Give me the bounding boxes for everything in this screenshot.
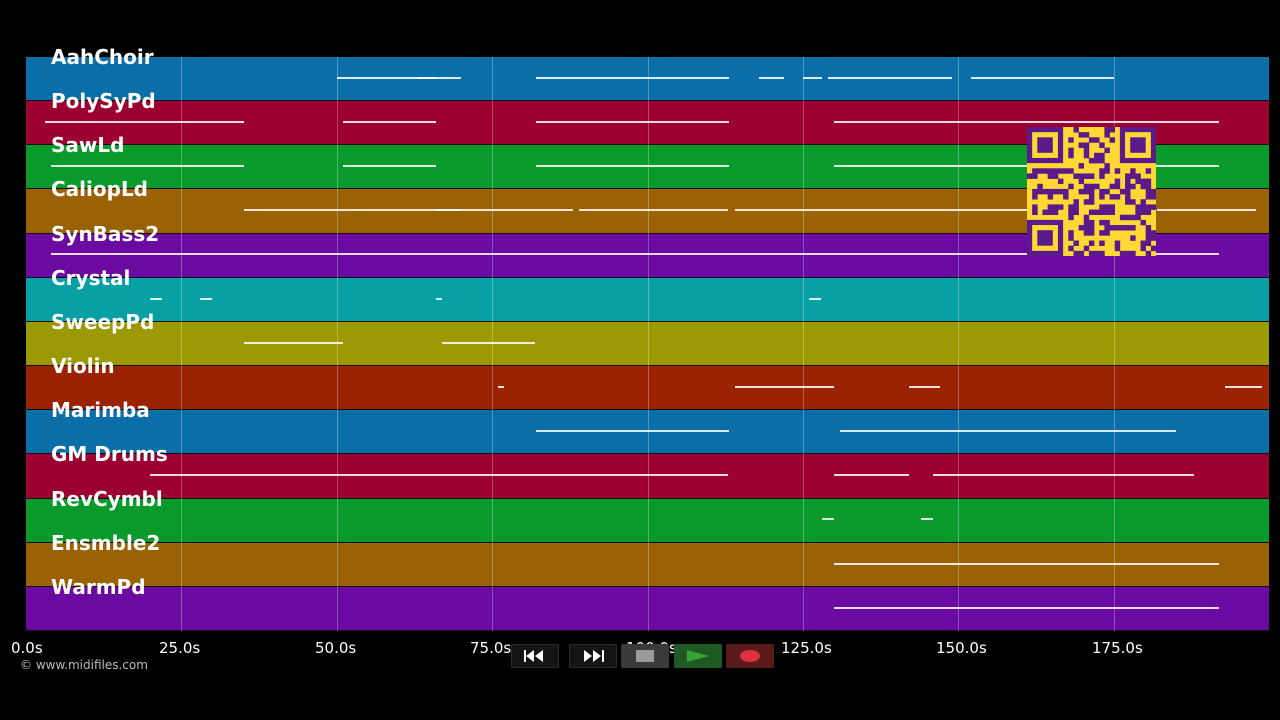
time-tick-label: 25.0s <box>159 639 201 657</box>
track-label: Violin <box>51 354 115 378</box>
track-lane <box>26 277 1269 321</box>
record-icon <box>740 650 760 662</box>
time-gridline <box>1114 57 1115 631</box>
track-label: Ensmble2 <box>51 531 161 555</box>
note-trace <box>418 77 437 79</box>
rewind-button[interactable] <box>511 644 559 668</box>
note-trace <box>1225 386 1262 388</box>
copyright-text: © www.midifiles.com <box>20 658 148 672</box>
time-tick-label: 50.0s <box>315 639 357 657</box>
note-trace <box>51 165 244 167</box>
note-trace <box>436 298 442 300</box>
track-label: Crystal <box>51 266 131 290</box>
track-lane <box>26 366 1269 410</box>
note-trace <box>971 77 1114 79</box>
time-gridline <box>803 57 804 631</box>
transport-controls <box>511 644 774 668</box>
note-trace <box>150 298 162 300</box>
note-trace <box>840 430 1176 432</box>
play-icon <box>687 650 709 662</box>
note-trace <box>921 518 933 520</box>
stop-icon <box>636 650 654 662</box>
track-label: Marimba <box>51 398 150 422</box>
note-trace <box>579 209 728 211</box>
track-label: WarmPd <box>51 575 146 599</box>
note-trace <box>1157 209 1256 211</box>
time-gridline <box>648 57 649 631</box>
fast-forward-button[interactable] <box>569 644 617 668</box>
note-trace <box>536 165 729 167</box>
note-trace <box>909 386 940 388</box>
track-label: SweepPd <box>51 310 155 334</box>
rewind-icon <box>524 650 543 662</box>
note-trace <box>834 563 1219 565</box>
note-trace <box>822 518 834 520</box>
track-label: SawLd <box>51 133 125 157</box>
note-trace <box>735 209 1033 211</box>
note-trace <box>244 342 343 344</box>
fast-forward-icon <box>584 650 604 662</box>
note-trace <box>442 342 535 344</box>
note-trace <box>343 121 436 123</box>
track-label: CaliopLd <box>51 177 149 201</box>
time-tick-label: 0.0s <box>11 639 43 657</box>
note-trace <box>933 474 1194 476</box>
note-trace <box>809 298 821 300</box>
note-trace <box>803 77 822 79</box>
note-trace <box>735 386 834 388</box>
qr-code-graphic <box>1027 127 1157 257</box>
qr-code-image <box>1027 127 1157 257</box>
track-label: PolySyPd <box>51 89 156 113</box>
note-trace <box>200 298 212 300</box>
record-button[interactable] <box>726 644 774 668</box>
note-trace <box>828 77 952 79</box>
note-trace <box>45 121 244 123</box>
note-trace <box>834 165 1219 167</box>
note-trace <box>536 430 729 432</box>
stop-button[interactable] <box>621 644 669 668</box>
note-trace <box>436 209 573 211</box>
time-gridline <box>958 57 959 631</box>
time-tick-label: 175.0s <box>1092 639 1143 657</box>
play-button[interactable] <box>674 644 722 668</box>
note-trace <box>759 77 784 79</box>
note-trace <box>343 165 436 167</box>
note-trace <box>536 77 623 79</box>
track-label: RevCymbl <box>51 487 163 511</box>
note-trace <box>536 121 729 123</box>
note-trace <box>355 209 461 211</box>
time-gridline <box>337 57 338 631</box>
track-label: SynBass2 <box>51 222 160 246</box>
track-lane <box>26 321 1269 366</box>
note-trace <box>150 474 728 476</box>
track-lane <box>26 498 1269 542</box>
time-tick-label: 75.0s <box>470 639 512 657</box>
note-trace <box>834 607 1219 609</box>
time-tick-label: 125.0s <box>781 639 832 657</box>
note-trace <box>834 474 909 476</box>
time-gridline <box>181 57 182 631</box>
note-trace <box>51 253 1219 255</box>
note-trace <box>498 386 504 388</box>
time-gridline <box>492 57 493 631</box>
track-label: AahChoir <box>51 45 154 69</box>
note-trace <box>244 209 356 211</box>
time-tick-label: 150.0s <box>936 639 987 657</box>
note-trace <box>834 121 1219 123</box>
track-label: GM Drums <box>51 442 168 466</box>
note-trace <box>623 77 729 79</box>
note-trace <box>337 77 461 79</box>
